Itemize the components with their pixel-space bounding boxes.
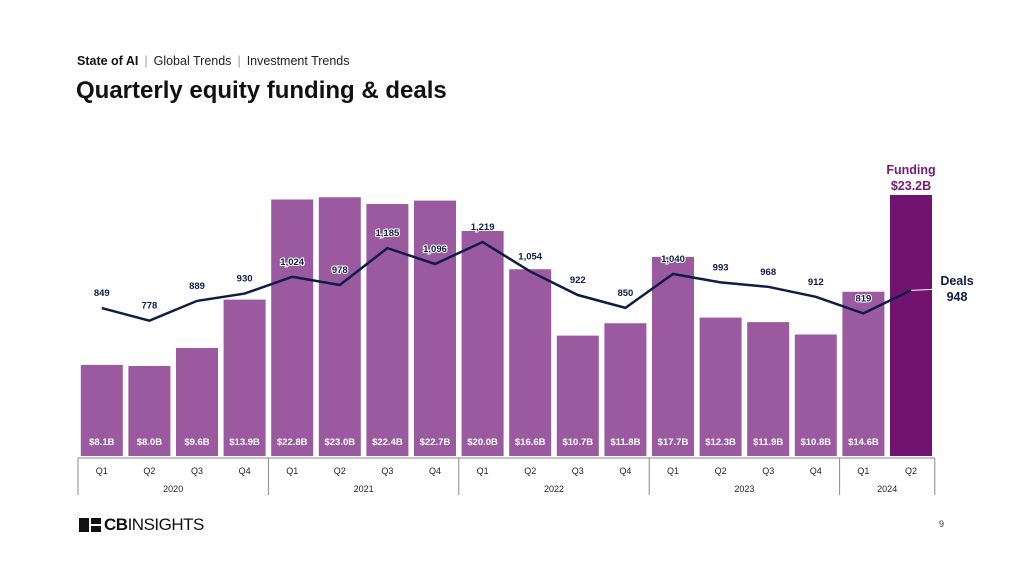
funding-label: $22.8B [277, 437, 308, 448]
funding-bar [176, 348, 218, 456]
deals-label: 849 [94, 288, 110, 299]
funding-bar [461, 231, 504, 456]
deals-label: 922 [570, 275, 586, 286]
quarter-tick-label: Q3 [762, 466, 774, 476]
deals-label: 1,185 [376, 228, 400, 239]
funding-label: $20.0B [467, 437, 498, 448]
funding-label: $10.7B [562, 437, 593, 448]
funding-bar [556, 335, 599, 456]
year-tick-label: 2021 [354, 484, 374, 494]
year-tick-label: 2024 [877, 484, 897, 494]
funding-label: $17.7B [658, 437, 689, 448]
page-title: Quarterly equity funding & deals [76, 77, 447, 104]
quarter-tick-label: Q1 [857, 466, 869, 476]
deals-label: 850 [617, 288, 633, 299]
deals-leader-line [910, 288, 934, 291]
funding-label: $8.1B [89, 437, 114, 448]
quarter-tick-label: Q3 [572, 466, 584, 476]
funding-bar [747, 322, 790, 456]
breadcrumb-item: State of AI [77, 54, 139, 68]
quarter-tick-label: Q4 [619, 466, 631, 476]
breadcrumb-separator: | [237, 54, 241, 68]
funding-label: $8.0B [137, 437, 162, 448]
funding-label: $22.7B [420, 437, 451, 448]
funding-bar [318, 197, 361, 456]
deals-label: 1,096 [423, 244, 447, 255]
funding-callout-value: $23.2B [891, 179, 931, 193]
funding-bar [652, 256, 694, 456]
cb-insights-logo: CBINSIGHTS [79, 515, 204, 535]
quarter-tick-label: Q1 [286, 466, 298, 476]
quarter-tick-label: Q2 [524, 466, 536, 476]
funding-bar [271, 199, 314, 456]
funding-label: $22.4B [372, 437, 403, 448]
deals-label: 1,024 [280, 257, 304, 268]
breadcrumb-separator: | [144, 54, 148, 68]
deals-callout-value: 948 [947, 290, 968, 304]
quarter-tick-label: Q1 [667, 466, 679, 476]
funding-bar [80, 364, 123, 456]
deals-label: 912 [808, 277, 824, 288]
quarter-tick-label: Q3 [191, 466, 203, 476]
quarter-tick-label: Q1 [96, 466, 108, 476]
funding-bar [842, 291, 885, 456]
year-tick-label: 2023 [734, 484, 754, 494]
funding-label: $14.6B [848, 437, 879, 448]
quarter-tick-label: Q1 [477, 466, 489, 476]
quarter-tick-label: Q3 [381, 466, 393, 476]
funding-label: $13.9B [229, 437, 260, 448]
deals-label: 778 [141, 301, 157, 312]
breadcrumb: State of AI | Global Trends | Investment Tre… [77, 54, 350, 68]
quarter-tick-label: Q4 [239, 466, 251, 476]
funding-label: $12.3B [705, 437, 736, 448]
funding-label: $11.9B [753, 437, 783, 448]
quarter-tick-label: Q2 [334, 466, 346, 476]
funding-bar [223, 299, 266, 456]
quarter-tick-label: Q2 [905, 466, 917, 476]
quarter-tick-label: Q4 [429, 466, 441, 476]
deals-label: 1,040 [661, 254, 685, 265]
deals-line [101, 240, 912, 323]
funding-label: $11.8B [610, 437, 640, 448]
funding-bar [890, 195, 932, 456]
deals-label: 1,054 [518, 251, 542, 262]
quarter-tick-label: Q2 [715, 466, 727, 476]
breadcrumb-item: Investment Trends [246, 54, 350, 68]
funding-bar [699, 317, 742, 456]
funding-label: $23.0B [324, 437, 355, 448]
funding-bar [604, 323, 647, 456]
deals-label: 978 [332, 265, 348, 276]
deals-callout-label: Deals [940, 274, 973, 288]
funding-bar [128, 366, 171, 456]
funding-callout-label: Funding [886, 163, 935, 177]
deals-label: 889 [189, 281, 205, 292]
deals-label: 993 [713, 262, 729, 273]
funding-bar [414, 200, 456, 456]
deals-label: 930 [237, 274, 253, 285]
funding-label: $16.6B [515, 437, 546, 448]
funding-label: $9.6B [184, 437, 209, 448]
funding-bar [794, 334, 837, 456]
breadcrumb-item: Global Trends [153, 54, 232, 68]
funding-bar [366, 204, 409, 456]
funding-bar [509, 269, 552, 456]
quarter-tick-label: Q2 [143, 466, 155, 476]
funding-label: $10.8B [800, 437, 831, 448]
deals-label: 968 [760, 267, 776, 278]
year-tick-label: 2022 [544, 484, 564, 494]
year-tick-label: 2020 [163, 484, 183, 494]
deals-label: 819 [855, 293, 871, 304]
page-number: 9 [939, 519, 945, 529]
deals-label: 1,219 [471, 222, 495, 233]
logo-mark-icon [79, 518, 101, 532]
quarter-tick-label: Q4 [810, 466, 822, 476]
